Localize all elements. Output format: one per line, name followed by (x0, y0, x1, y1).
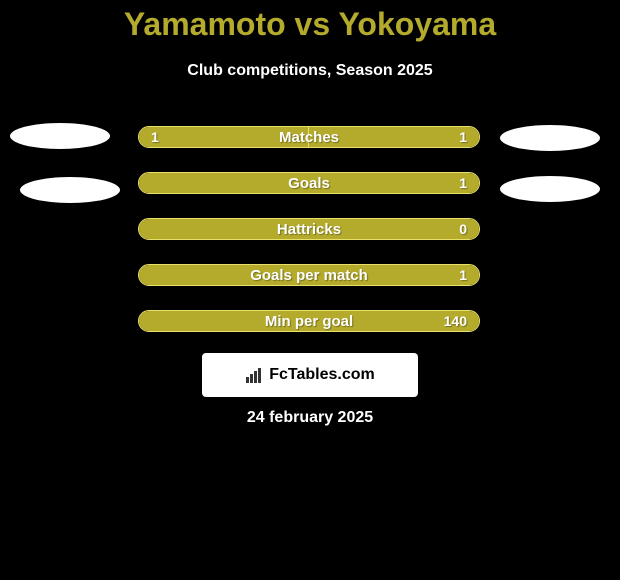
player-oval-1 (500, 125, 600, 151)
stat-row: 140Min per goal (138, 310, 480, 332)
stat-row: 1Goals per match (138, 264, 480, 286)
branding-text: FcTables.com (269, 366, 375, 384)
stat-row: 0Hattricks (138, 218, 480, 240)
stat-label: Hattricks (139, 219, 479, 239)
player-oval-3 (500, 176, 600, 202)
stat-label: Matches (139, 127, 479, 147)
player-oval-2 (20, 177, 120, 203)
comparison-card: Yamamoto vs Yokoyama Club competitions, … (0, 0, 620, 580)
stat-label: Min per goal (139, 311, 479, 331)
stat-rows: 11Matches 1Goals 0Hattricks 1Goals per matc… (138, 126, 480, 356)
date-text: 24 february 2025 (0, 409, 620, 427)
stat-label: Goals per match (139, 265, 479, 285)
stat-row: 1Goals (138, 172, 480, 194)
stat-row: 11Matches (138, 126, 480, 148)
branding-badge: FcTables.com (202, 353, 418, 397)
subtitle: Club competitions, Season 2025 (0, 62, 620, 80)
stat-label: Goals (139, 173, 479, 193)
player-oval-0 (10, 123, 110, 149)
chart-icon (245, 366, 263, 384)
page-title: Yamamoto vs Yokoyama (0, 6, 620, 43)
